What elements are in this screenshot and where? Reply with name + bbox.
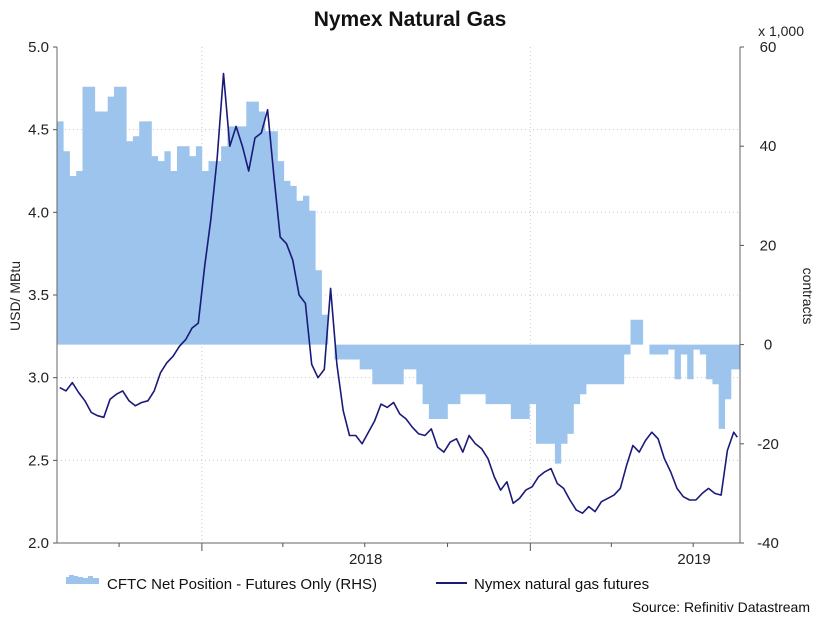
- net-position-area: [57, 86, 740, 464]
- legend-area-label: CFTC Net Position - Futures Only (RHS): [107, 576, 377, 593]
- legend-line-label: Nymex natural gas futures: [474, 576, 649, 593]
- left-axis-ticks: 2.0 2.5 3.0 3.5 4.0 4.5 5.0: [28, 39, 57, 552]
- right-axis-multiplier: x 1,000: [758, 23, 804, 39]
- x-axis-ticks: 2018 2019: [118, 543, 711, 568]
- right-tick-label: -40: [757, 535, 779, 552]
- left-tick-label: 2.5: [28, 452, 49, 469]
- right-axis-label: contracts: [800, 268, 816, 325]
- legend: CFTC Net Position - Futures Only (RHS) N…: [66, 575, 649, 593]
- legend-area-swatch: [66, 575, 99, 584]
- gas-price-line: [59, 72, 738, 515]
- right-tick-label: 0: [764, 337, 772, 354]
- right-tick-label: 20: [760, 237, 777, 254]
- x-tick-label: 2019: [677, 551, 710, 568]
- right-tick-label: -20: [757, 436, 779, 453]
- gas-price-line-layer: [59, 72, 738, 515]
- source-note: Source: Refinitiv Datastream: [632, 599, 810, 615]
- right-tick-label: 60: [760, 39, 777, 56]
- left-tick-label: 3.0: [28, 370, 49, 387]
- right-axis-ticks: -40 -20 0 20 40 60: [740, 39, 779, 552]
- left-tick-label: 5.0: [28, 39, 49, 56]
- left-tick-label: 4.5: [28, 122, 49, 139]
- left-tick-label: 4.0: [28, 204, 49, 221]
- left-axis-label: USD/ MBtu: [7, 261, 23, 331]
- x-tick-label: 2018: [349, 551, 382, 568]
- left-tick-label: 2.0: [28, 535, 49, 552]
- right-tick-label: 40: [760, 138, 777, 155]
- net-position-area-layer: [57, 86, 740, 464]
- chart-title: Nymex Natural Gas: [314, 8, 507, 31]
- left-tick-label: 3.5: [28, 287, 49, 304]
